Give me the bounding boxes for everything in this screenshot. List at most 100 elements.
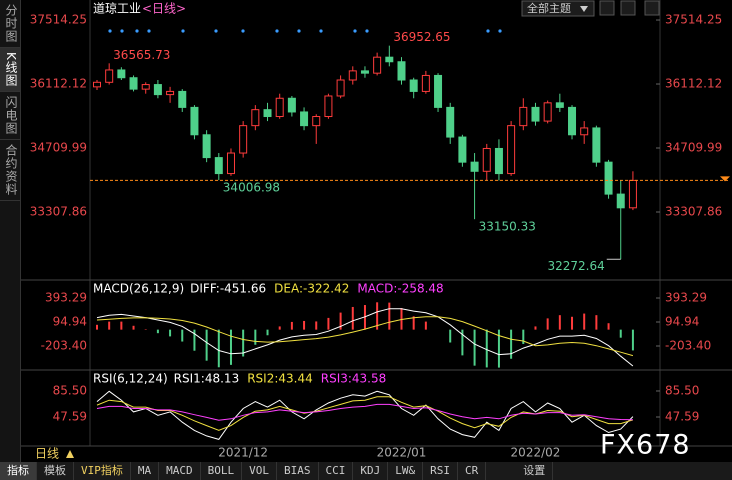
x-tick-label: 2022/01 xyxy=(377,446,427,460)
candle-body xyxy=(543,102,552,122)
signal-dot xyxy=(108,29,112,33)
theme-button[interactable] xyxy=(521,0,595,17)
candle-body xyxy=(287,97,296,113)
theme-button-label[interactable]: 全部主题 xyxy=(527,1,571,15)
candle-body xyxy=(531,106,540,122)
period-label[interactable]: 日线 xyxy=(35,447,59,461)
y-tick-label: 85.50 xyxy=(665,383,699,397)
y-tick-label: 85.50 xyxy=(53,383,87,397)
x-tick-label: 2022/02 xyxy=(511,446,561,460)
y-tick-label: -203.40 xyxy=(41,338,87,352)
candle-body xyxy=(482,147,491,172)
candle-body xyxy=(397,61,406,81)
icon-button[interactable] xyxy=(620,0,636,16)
toolbar-button[interactable]: LW& xyxy=(388,462,424,480)
indicator-line xyxy=(96,308,634,367)
toolbar-button[interactable]: VIP指标 xyxy=(74,462,131,480)
signal-dot xyxy=(498,29,502,33)
candle-body xyxy=(336,79,345,97)
y-tick-label: 94.94 xyxy=(665,315,699,329)
toolbar-button[interactable]: CCI xyxy=(319,462,354,480)
low-annotation: 33150.33 xyxy=(479,220,536,234)
sidebar-tab[interactable]: 分时图 xyxy=(0,0,20,48)
sidebar: 分时图 K线图 闪电图 合约资料 xyxy=(0,0,21,462)
y-tick-label: 33307.86 xyxy=(665,205,722,219)
y-tick-label: 47.59 xyxy=(53,410,87,424)
toolbar-button[interactable]: CR xyxy=(458,462,487,480)
legend-entry: RSI1:48.13 xyxy=(174,372,240,386)
toolbar: 指标 模板 VIP指标 MA MACD BOLL VOL BIAS CCI KDJ LW& RSI CR… xyxy=(0,462,732,480)
candle-body xyxy=(409,79,418,92)
indicator-line xyxy=(96,316,634,357)
sidebar-tab[interactable]: K线图 xyxy=(0,48,20,92)
toolbar-button[interactable]: BOLL xyxy=(201,462,243,480)
candle-body xyxy=(275,97,284,118)
toolbar-button[interactable]: MACD xyxy=(159,462,201,480)
candle-body xyxy=(190,106,199,136)
candle-body xyxy=(434,74,443,108)
y-tick-label: 393.29 xyxy=(45,291,87,305)
signal-dot xyxy=(181,29,185,33)
candle-body xyxy=(616,193,625,209)
icon-button[interactable] xyxy=(644,0,660,16)
indicator-line xyxy=(96,403,633,421)
legend-entry: RSI3:43.58 xyxy=(321,372,387,386)
toolbar-button[interactable]: 指标 xyxy=(0,462,37,480)
signal-dot xyxy=(241,29,245,33)
icon-button[interactable] xyxy=(599,0,615,16)
watermark: FX678 xyxy=(600,430,691,461)
indicator-title: MACD(26,12,9) xyxy=(93,282,184,296)
y-tick-label: 393.29 xyxy=(665,291,707,305)
candle-body xyxy=(214,157,223,175)
candle-body xyxy=(178,90,187,108)
legend-entry: RSI2:43.44 xyxy=(247,372,313,386)
candle-body xyxy=(592,127,601,163)
candle-body xyxy=(153,84,162,96)
candle-body xyxy=(117,69,126,79)
signal-dot xyxy=(353,29,357,33)
candle-body xyxy=(568,106,577,136)
x-tick-label: 2021/12 xyxy=(218,446,268,460)
candle-body xyxy=(166,90,175,96)
legend-entry: DIFF:-451.66 xyxy=(190,282,266,296)
toolbar-button[interactable]: RSI xyxy=(423,462,458,480)
candle-body xyxy=(300,111,309,127)
candle-body xyxy=(519,106,528,127)
candle-body xyxy=(373,56,382,74)
high-annotation: 36565.73 xyxy=(113,48,170,62)
y-tick-label: 33307.86 xyxy=(30,205,87,219)
signal-dot xyxy=(135,29,139,33)
signal-dot xyxy=(147,29,151,33)
candle-body xyxy=(202,134,211,159)
signal-dot xyxy=(120,29,124,33)
toolbar-button[interactable]: KDJ xyxy=(353,462,389,480)
period-arrow xyxy=(66,450,74,458)
indicator-title: RSI(6,12,24) xyxy=(93,372,168,386)
toolbar-button[interactable]: VOL xyxy=(242,462,277,480)
sidebar-tab[interactable]: 合约资料 xyxy=(0,140,20,201)
candle-body xyxy=(93,81,101,88)
candle-body xyxy=(312,116,321,127)
candle-body xyxy=(263,109,272,118)
candle-body xyxy=(105,69,114,83)
chart-subtitle: <日线> xyxy=(142,2,186,16)
toolbar-button[interactable]: 设置 xyxy=(516,462,554,480)
toolbar-button[interactable]: 模板 xyxy=(37,462,74,480)
signal-dot xyxy=(319,29,323,33)
candle-body xyxy=(628,179,637,209)
sidebar-tab[interactable]: 闪电图 xyxy=(0,92,20,140)
y-tick-label: 34709.99 xyxy=(30,141,87,155)
candle-body xyxy=(239,125,248,154)
signal-dot xyxy=(214,29,218,33)
candle-body xyxy=(604,161,613,195)
toolbar-button[interactable]: BIAS xyxy=(277,462,319,480)
signal-dots xyxy=(108,29,502,33)
candle-body xyxy=(129,77,138,90)
candle-body xyxy=(458,136,467,163)
signal-dot xyxy=(297,29,301,33)
toolbar-button[interactable]: MA xyxy=(131,462,160,480)
signal-dot xyxy=(275,29,279,33)
candle-body xyxy=(251,109,260,127)
candle-body xyxy=(348,70,357,81)
